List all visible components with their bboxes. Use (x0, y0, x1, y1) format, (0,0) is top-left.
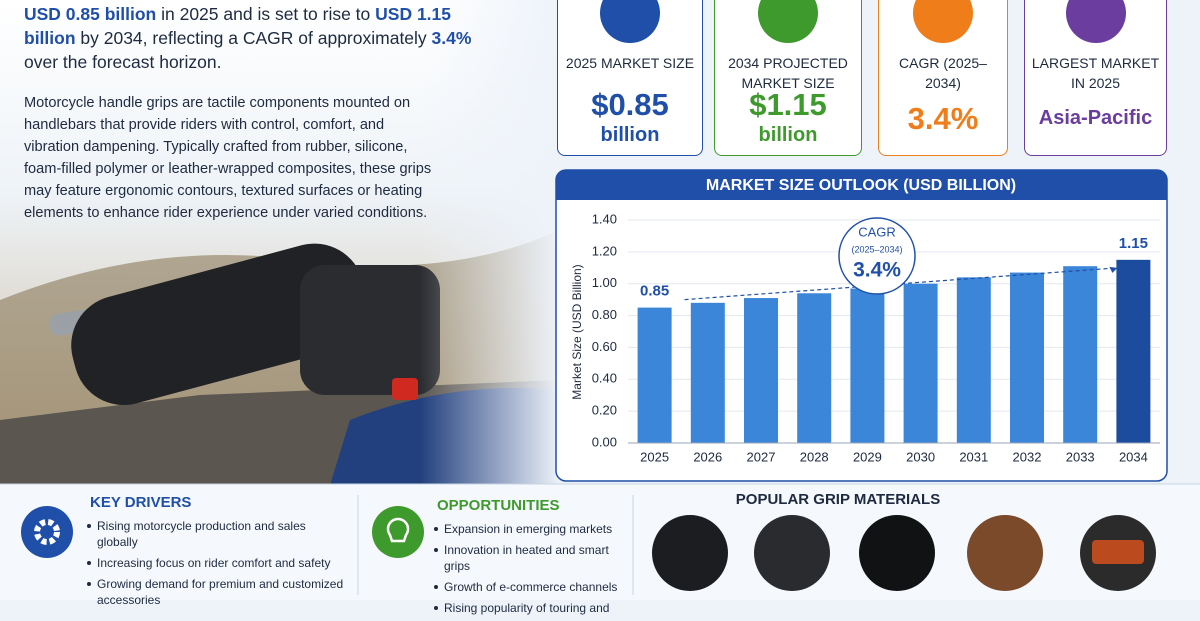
bar (637, 307, 672, 443)
y-tick-label: 0.20 (592, 403, 617, 418)
y-tick-label: 0.40 (592, 371, 617, 386)
background (0, 0, 1200, 595)
intro-text: USD 0.85 billion (24, 4, 157, 24)
materials-title-text: POPULAR GRIP MATERIALS (735, 491, 941, 508)
card-label: LARGEST MARKET IN 2025 (1031, 55, 1160, 91)
gear (34, 519, 60, 545)
y-tick-label: 1.40 (592, 211, 617, 226)
bar (1116, 259, 1151, 443)
card-value: $1.15 (749, 87, 827, 122)
materials-title: POPULAR GRIP MATERIALS (640, 491, 1036, 509)
value-label: 1.15 (1119, 235, 1148, 252)
x-tick-label: 2026 (693, 449, 722, 464)
drivers-list: Rising motorcycle production and sales g… (87, 518, 347, 613)
intro-text: in 2025 and is set to rise to (156, 4, 376, 24)
x-tick-label: 2029 (853, 449, 882, 464)
bar (797, 293, 832, 443)
photo-fade (0, 0, 560, 485)
list-item: Increasing focus on rider comfort and sa… (87, 555, 347, 571)
bar (690, 302, 725, 443)
drivers-title: KEY DRIVERS (90, 494, 191, 512)
heating-display (1092, 540, 1144, 564)
description: Motorcycle handle grips are tactile comp… (24, 95, 432, 221)
chart: MARKET SIZE OUTLOOK (USD BILLION) Market… (570, 177, 1160, 464)
card-value: 3.4% (907, 101, 979, 136)
bar (850, 288, 885, 443)
y-axis-label: Market Size (USD Billion) (570, 264, 584, 399)
card-label: 2025 MARKET SIZE (565, 55, 695, 71)
card-unit: billion (758, 124, 818, 146)
card-label: CAGR (2025–2034) (899, 55, 987, 91)
intro-text: 3.4% (431, 28, 472, 48)
intro-text: USD 1.15 billion (24, 4, 452, 48)
arrow-head (1109, 266, 1118, 273)
card-label: 2034 PROJECTED MARKET SIZE (728, 55, 848, 91)
x-tick-label: 2031 (959, 449, 988, 464)
y-tick-label: 1.00 (592, 275, 617, 290)
list-item: Rising popularity of touring and (434, 600, 634, 616)
list-item: Expansion in emerging markets (434, 521, 634, 537)
list-item: Innovation in heated and smart grips (434, 542, 634, 574)
y-tick-label: 0.80 (592, 307, 617, 322)
drivers-title-text: KEY DRIVERS (90, 494, 192, 511)
annotation-period: (2025–2034) (851, 244, 902, 254)
card-unit: billion (600, 124, 660, 146)
y-tick-label: 0.60 (592, 339, 617, 354)
material-photos (652, 515, 1156, 591)
x-tick-label: 2030 (906, 449, 935, 464)
stat-card: CAGR (2025–2034) 3.4% (878, 0, 1008, 156)
card-value: Asia-Pacific (1038, 107, 1153, 129)
bar (956, 277, 991, 443)
opportunities-list: Expansion in emerging markets Innovation … (434, 521, 634, 621)
stat-card: 2025 MARKET SIZE $0.85 billion (557, 0, 703, 156)
chart-header (556, 170, 1167, 200)
x-tick-label: 2028 (800, 449, 829, 464)
x-tick-label: 2034 (1119, 449, 1148, 464)
stat-card: LARGEST MARKET IN 2025 Asia-Pacific (1024, 0, 1167, 156)
bulb (386, 517, 410, 543)
opportunities-title: OPPORTUNITIES (437, 497, 560, 515)
y-tick-label: 1.20 (592, 243, 617, 258)
material-photo (652, 515, 728, 591)
material-photo (859, 515, 935, 591)
x-tick-label: 2025 (640, 449, 669, 464)
list-item: Growing demand for premium and customize… (87, 576, 347, 608)
chart-title: MARKET SIZE OUTLOOK (USD BILLION) (706, 177, 1016, 194)
y-tick-label: 0.00 (592, 434, 617, 449)
trend-arrow (684, 267, 1118, 301)
opportunities-title-text: OPPORTUNITIES (437, 497, 560, 514)
list-item: Rising motorcycle production and sales g… (87, 518, 347, 550)
annotation-title: CAGR (858, 224, 896, 239)
list-item: Growth of e-commerce channels (434, 579, 634, 595)
bar (903, 283, 938, 443)
annotation-value: 3.4% (853, 259, 901, 282)
x-tick-label: 2033 (1066, 449, 1095, 464)
value-label: 0.85 (640, 283, 669, 300)
bar (1063, 266, 1098, 443)
intro-text: by 2034, reflecting a CAGR of approximat… (75, 28, 432, 48)
material-photo (967, 515, 1043, 591)
drivers-icon (21, 506, 73, 558)
stat-card: 2034 PROJECTED MARKET SIZE $1.15 billion (714, 0, 862, 156)
intro: USD 0.85 billion in 2025 and is set to r… (24, 2, 504, 74)
material-photo (754, 515, 830, 591)
card-value: $0.85 (591, 87, 669, 122)
annotation-circle (838, 217, 916, 295)
bar (1010, 272, 1044, 443)
x-tick-label: 2027 (747, 449, 776, 464)
bar (744, 298, 778, 443)
intro-text: over the forecast horizon. (24, 52, 222, 72)
x-tick-label: 2032 (1013, 449, 1042, 464)
opportunities-icon (372, 506, 424, 558)
